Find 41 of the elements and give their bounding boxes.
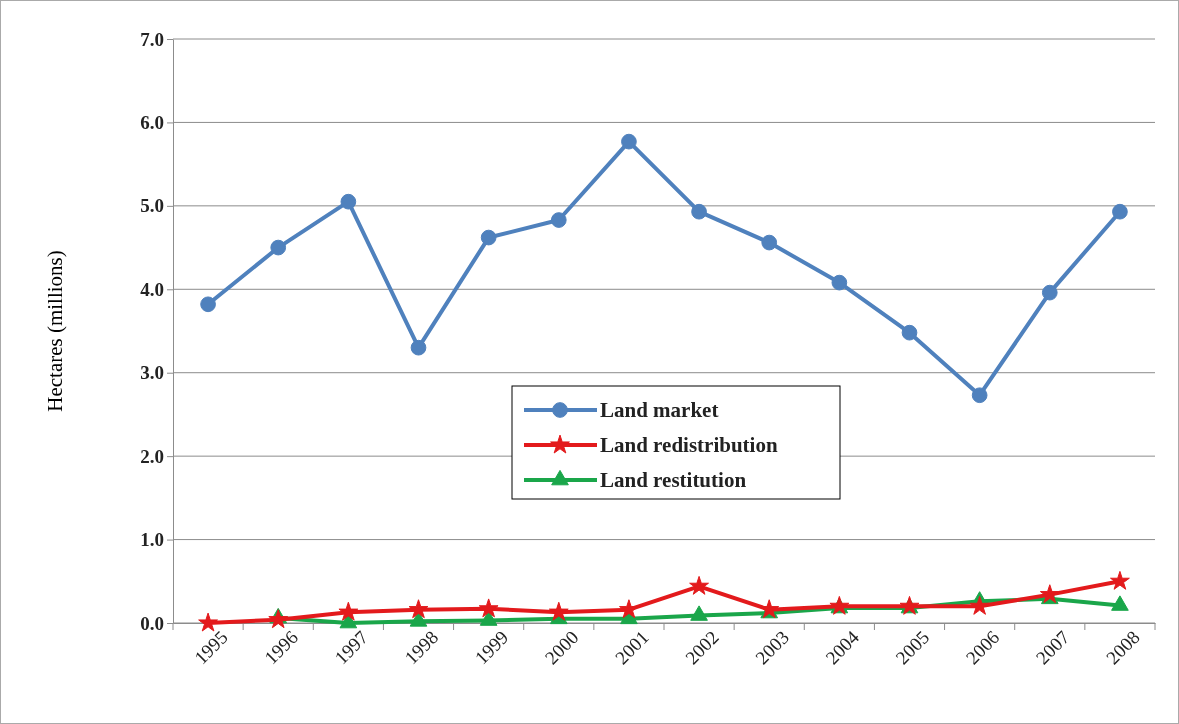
y-tick-label: 3.0 [140, 362, 164, 384]
point [1110, 570, 1130, 590]
point [198, 612, 218, 632]
point [270, 239, 287, 256]
point [689, 575, 709, 595]
y-tick-label: 0.0 [140, 612, 164, 634]
point [969, 595, 990, 615]
point [338, 601, 359, 621]
point [548, 601, 569, 621]
y-tick-label: 5.0 [140, 195, 164, 217]
point [340, 193, 357, 210]
point [971, 387, 988, 404]
point [619, 599, 639, 619]
point [478, 598, 499, 618]
point [479, 610, 498, 626]
point [761, 234, 778, 251]
legend-label: Land market [600, 398, 719, 422]
point [410, 339, 427, 356]
y-tick-label: 7.0 [140, 28, 164, 50]
point [550, 212, 567, 228]
point [901, 324, 918, 341]
point [409, 611, 428, 627]
legend-label: Land restitution [600, 468, 747, 492]
point [200, 296, 216, 313]
point [1111, 595, 1129, 611]
point [1112, 203, 1128, 220]
point [690, 605, 708, 621]
y-tick-label: 4.0 [140, 278, 164, 300]
legend-label: Land redistribution [600, 433, 778, 457]
point [480, 229, 497, 246]
y-tick-label: 6.0 [140, 112, 164, 134]
point [831, 274, 848, 291]
y-tick-label: 1.0 [140, 529, 164, 551]
point [408, 599, 429, 619]
point [268, 609, 289, 629]
point [1041, 284, 1058, 301]
point [691, 203, 707, 220]
point [621, 133, 637, 150]
y-tick-label: 2.0 [140, 445, 164, 467]
x-tick-label: 1999 [470, 626, 513, 669]
y-axis-title: Hectares (millions) [43, 250, 67, 412]
